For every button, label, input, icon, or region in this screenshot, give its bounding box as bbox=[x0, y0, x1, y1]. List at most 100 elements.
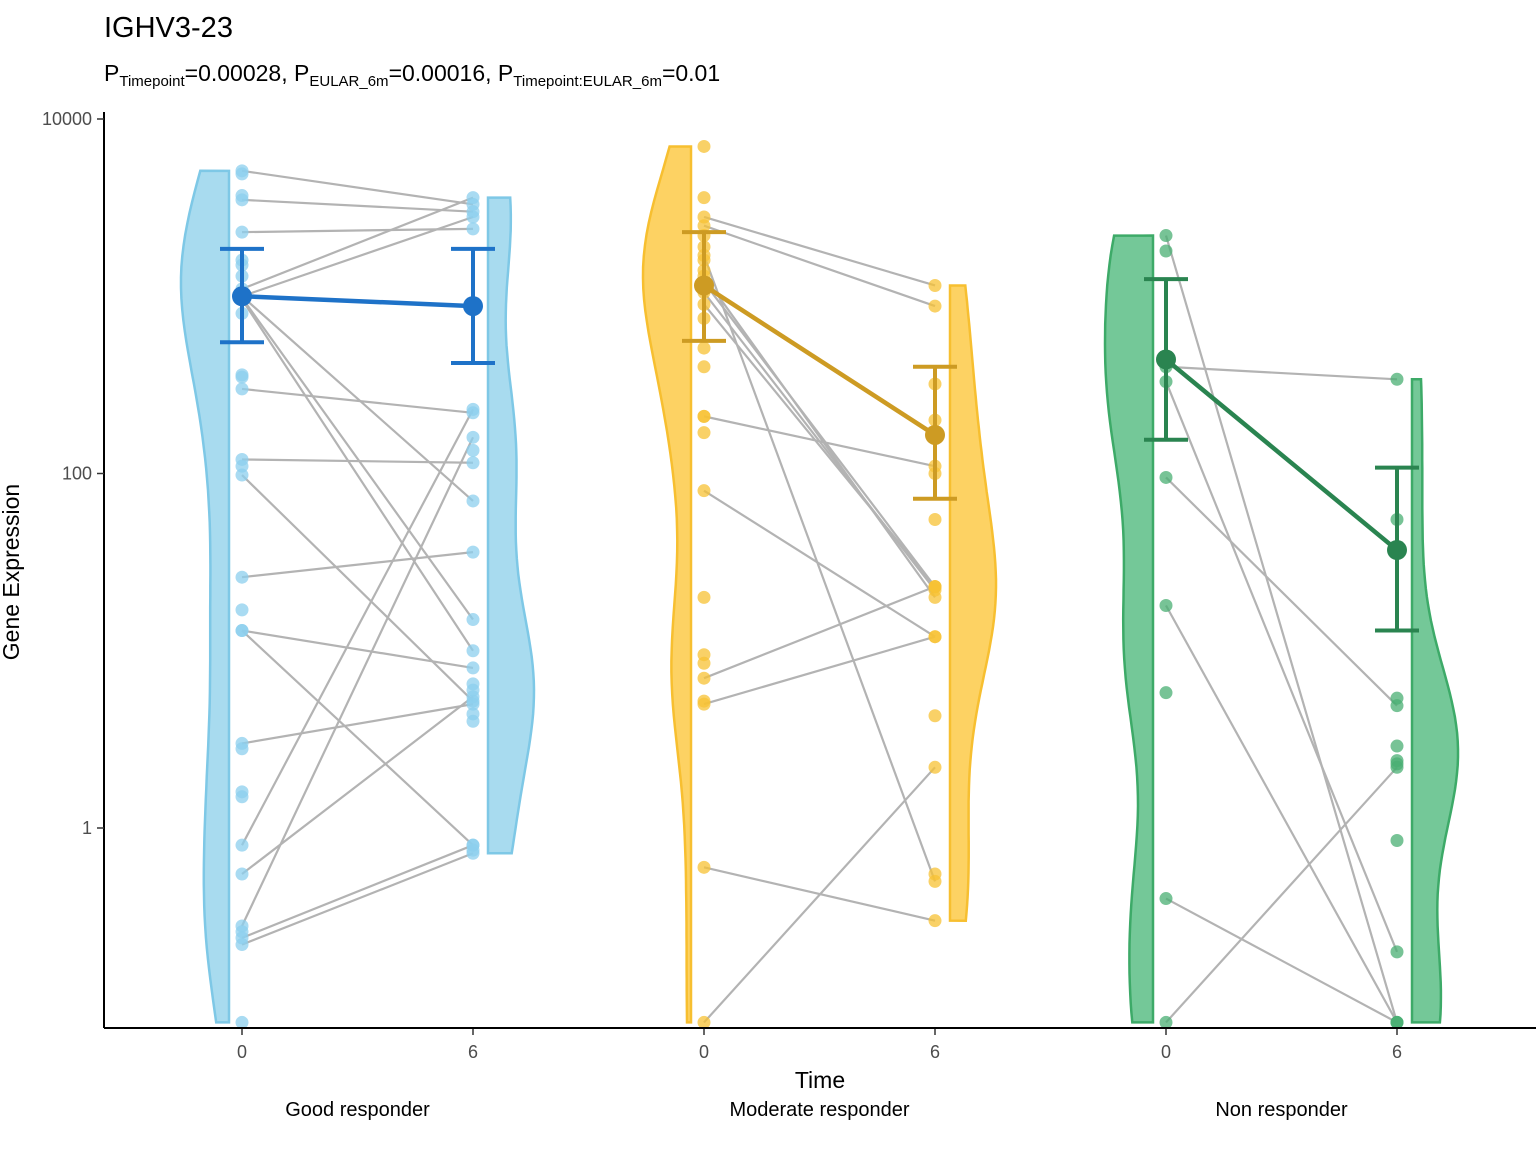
data-point bbox=[928, 760, 942, 774]
data-point bbox=[928, 867, 942, 881]
pair-line bbox=[703, 224, 936, 308]
y-axis-title: Gene Expression bbox=[0, 484, 24, 660]
pair-line bbox=[703, 489, 936, 638]
data-point bbox=[928, 709, 942, 723]
x-tick-label: 6 bbox=[468, 1042, 478, 1062]
data-point bbox=[235, 570, 249, 584]
pair-line bbox=[702, 255, 937, 882]
pair-line bbox=[241, 198, 474, 213]
data-point bbox=[697, 1015, 711, 1029]
data-point bbox=[1159, 470, 1173, 484]
pair-line bbox=[241, 629, 474, 670]
data-point bbox=[235, 925, 249, 939]
data-point bbox=[466, 456, 480, 470]
mean-line bbox=[1164, 357, 1399, 552]
mean-point bbox=[1156, 349, 1176, 370]
data-point bbox=[235, 468, 249, 482]
data-point bbox=[697, 360, 711, 374]
data-point bbox=[928, 299, 942, 313]
pair-line bbox=[703, 415, 936, 468]
p-eular: PEULAR_6m=0.00016, bbox=[294, 60, 498, 90]
pair-line bbox=[241, 295, 474, 502]
pair-line bbox=[1165, 604, 1398, 1023]
data-point bbox=[697, 860, 711, 874]
data-point bbox=[1390, 945, 1404, 959]
data-point bbox=[466, 843, 480, 857]
pair-line bbox=[703, 303, 936, 588]
violin-t0 bbox=[1103, 234, 1155, 1024]
data-point bbox=[1390, 834, 1404, 848]
group-label: Non responder bbox=[1215, 1099, 1348, 1121]
data-point bbox=[1390, 757, 1404, 771]
data-point bbox=[1159, 892, 1173, 906]
pair-line bbox=[241, 297, 474, 621]
data-point bbox=[697, 219, 711, 233]
data-point bbox=[1390, 739, 1404, 753]
data-point bbox=[235, 938, 249, 952]
violin-t0 bbox=[179, 169, 231, 1024]
pair-line bbox=[703, 635, 936, 706]
y-tick-label: 1 bbox=[82, 818, 92, 838]
data-point bbox=[235, 1015, 249, 1029]
data-point bbox=[235, 867, 249, 881]
axes-layer: 0 6 Good responder 0 6 Moderate responder 0 6 No… bbox=[42, 109, 1536, 1121]
data-point bbox=[928, 513, 942, 527]
data-point bbox=[235, 603, 249, 617]
data-point bbox=[1159, 686, 1173, 700]
mean-point bbox=[463, 296, 483, 317]
pair-line bbox=[703, 281, 936, 588]
data-point bbox=[235, 167, 249, 181]
pair-line bbox=[241, 458, 474, 464]
data-point bbox=[235, 370, 249, 384]
pair-line bbox=[1165, 766, 1398, 1024]
data-point bbox=[235, 790, 249, 804]
data-point bbox=[466, 430, 480, 444]
data-point bbox=[1159, 229, 1173, 243]
data-point bbox=[928, 278, 942, 292]
pair-line bbox=[241, 436, 474, 927]
mean-line bbox=[702, 283, 937, 437]
data-point bbox=[235, 382, 249, 396]
group-label: Good responder bbox=[285, 1099, 430, 1121]
pair-line bbox=[241, 215, 474, 298]
pair-line bbox=[1165, 897, 1398, 1024]
data-point bbox=[1159, 244, 1173, 258]
data-point bbox=[466, 402, 480, 416]
data-point bbox=[697, 409, 711, 423]
pair-line bbox=[241, 703, 474, 745]
data-point bbox=[697, 656, 711, 670]
pair-line bbox=[1165, 365, 1398, 381]
data-point bbox=[466, 714, 480, 728]
data-point bbox=[235, 225, 249, 239]
x-tick-label: 6 bbox=[1392, 1042, 1402, 1062]
chart-subtitle: PTimepoint=0.00028, PEULAR_6m=0.00016, P… bbox=[104, 60, 720, 90]
data-point bbox=[466, 210, 480, 224]
data-point bbox=[466, 661, 480, 675]
chart-title: IGHV3-23 bbox=[104, 12, 233, 44]
violin-layer bbox=[179, 145, 1460, 1024]
data-point bbox=[466, 191, 480, 205]
pair-line bbox=[1164, 381, 1399, 953]
pair-line bbox=[1164, 235, 1399, 1023]
violin-t6 bbox=[948, 284, 998, 922]
data-point bbox=[928, 630, 942, 644]
x-tick-label: 0 bbox=[237, 1042, 247, 1062]
mean-point bbox=[925, 424, 945, 445]
pair-line bbox=[241, 169, 474, 206]
pair-line bbox=[241, 387, 474, 414]
data-point bbox=[466, 443, 480, 457]
data-point bbox=[697, 590, 711, 604]
mean-point bbox=[1387, 540, 1407, 561]
pair-line bbox=[703, 585, 936, 680]
data-point bbox=[697, 341, 711, 355]
pair-line bbox=[703, 275, 936, 599]
data-point bbox=[1159, 599, 1173, 613]
data-point bbox=[466, 613, 480, 627]
data-point bbox=[1390, 1015, 1404, 1029]
mean-point bbox=[694, 275, 714, 296]
data-point bbox=[235, 459, 249, 473]
p-interaction: PTimepoint:EULAR_6m=0.01 bbox=[497, 60, 721, 90]
x-tick-label: 0 bbox=[699, 1042, 709, 1062]
data-point bbox=[466, 494, 480, 508]
pair-line bbox=[241, 629, 474, 846]
